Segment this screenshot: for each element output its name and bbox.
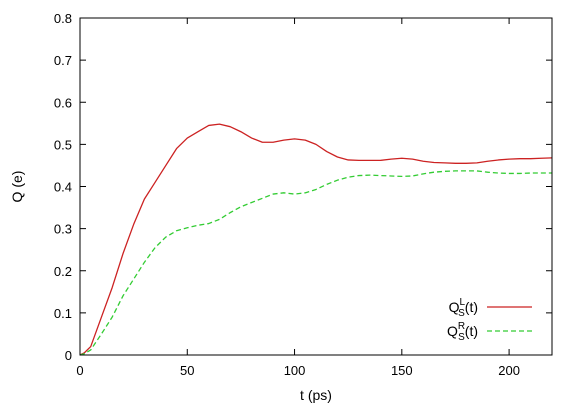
y-tick-label: 0.6 [54, 95, 72, 110]
y-tick-label: 0 [65, 348, 72, 363]
y-tick-label: 0.4 [54, 180, 72, 195]
y-axis-title: Q (e) [9, 171, 25, 203]
y-tick-label: 0.2 [54, 264, 72, 279]
series-line-1 [79, 123, 553, 356]
plot-frame [79, 17, 553, 356]
x-tick-label: 200 [498, 363, 520, 378]
x-tick-label: 150 [391, 363, 413, 378]
ticks-layer: 0 50 100 150 200 0 0.1 0.2 0.3 0.4 0.5 0.6 0.7 0.8 [54, 11, 552, 378]
legend: QL S(t)QR S(t) [447, 297, 532, 343]
y-tick-label: 0.7 [54, 53, 72, 68]
x-axis-title: t (ps) [300, 387, 332, 403]
y-tick-label: 0.1 [54, 306, 72, 321]
y-tick-label: 0.3 [54, 222, 72, 237]
y-tick-label: 0.8 [54, 11, 72, 26]
y-tick-label: 0.5 [54, 137, 72, 152]
series-layer [79, 123, 553, 356]
x-tick-label: 50 [180, 363, 194, 378]
x-tick-label: 100 [284, 363, 306, 378]
series-line-2 [79, 170, 552, 356]
legend-label-1: QL S(t) [449, 297, 478, 319]
legend-label-2: QR S(t) [447, 321, 478, 343]
x-tick-label: 0 [76, 363, 83, 378]
